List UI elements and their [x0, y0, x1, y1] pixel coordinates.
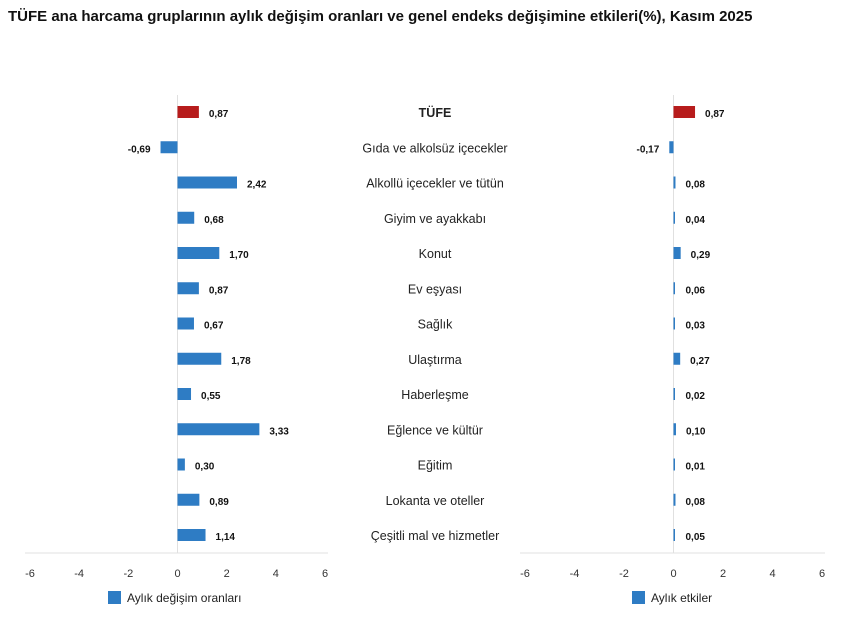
x-tick-label: 4	[273, 568, 279, 580]
data-label: 0,29	[691, 250, 711, 261]
chart-title: TÜFE ana harcama gruplarının aylık değiş…	[8, 8, 753, 25]
data-label: 0,87	[209, 109, 229, 120]
bar	[673, 176, 676, 189]
legend-label: Aylık etkiler	[651, 591, 712, 605]
x-tick-label: -2	[619, 568, 629, 580]
data-label: 0,87	[705, 109, 725, 120]
bar	[673, 317, 675, 330]
x-tick-label: 2	[224, 568, 230, 580]
bar	[177, 317, 194, 330]
bar	[673, 282, 675, 295]
category-label: Eğlence ve kültür	[387, 423, 483, 437]
bar	[177, 352, 222, 365]
category-label: Haberleşme	[401, 388, 468, 402]
data-label: 1,70	[229, 250, 249, 261]
bar	[673, 247, 681, 259]
data-label: 0,55	[201, 391, 221, 402]
data-label: 2,42	[247, 180, 267, 191]
bar	[177, 282, 199, 295]
data-label: 0,06	[686, 285, 706, 296]
data-label: 0,89	[209, 497, 229, 508]
bar	[669, 141, 674, 154]
data-label: 0,10	[686, 426, 706, 437]
data-label: 0,30	[195, 462, 215, 473]
bar	[673, 388, 675, 400]
category-label: Eğitim	[418, 459, 453, 473]
bar	[673, 211, 675, 224]
data-label: 0,04	[686, 215, 706, 226]
x-tick-label: -6	[25, 568, 35, 580]
bar	[177, 176, 237, 189]
data-label: 0,05	[686, 532, 706, 543]
category-label: Konut	[419, 247, 452, 261]
data-label: 1,14	[216, 532, 236, 543]
category-label: Lokanta ve oteller	[386, 494, 485, 508]
legend-swatch	[632, 591, 645, 604]
bar	[673, 458, 675, 471]
category-label: TÜFE	[419, 105, 452, 120]
bar	[673, 529, 675, 541]
data-label: 0,68	[204, 215, 224, 226]
legend-label: Aylık değişim oranları	[127, 591, 242, 605]
category-label: Gıda ve alkolsüz içecekler	[362, 141, 507, 155]
x-tick-label: 4	[769, 568, 775, 580]
legend-swatch	[108, 591, 121, 604]
bar	[673, 106, 696, 118]
bar	[177, 106, 199, 118]
category-label: Ev eşyası	[408, 282, 462, 296]
data-label: 0,02	[686, 391, 706, 402]
data-label: -0,17	[636, 144, 659, 155]
x-tick-label: -4	[570, 568, 580, 580]
data-label: 0,27	[690, 356, 710, 367]
category-label: Çeşitli mal ve hizmetler	[371, 529, 500, 543]
bar	[673, 423, 676, 436]
x-tick-label: 2	[720, 568, 726, 580]
category-label: Ulaştırma	[408, 353, 462, 367]
x-tick-label: 6	[322, 568, 328, 580]
data-label: 0,87	[209, 285, 229, 296]
category-label: Giyim ve ayakkabı	[384, 212, 486, 226]
bar	[177, 423, 260, 436]
x-tick-label: -6	[520, 568, 530, 580]
x-tick-label: -2	[123, 568, 133, 580]
bar	[177, 211, 195, 224]
category-label: Sağlık	[418, 318, 453, 332]
data-label: 3,33	[269, 426, 289, 437]
data-label: 0,03	[686, 321, 706, 332]
x-tick-label: 6	[819, 568, 825, 580]
bar	[160, 141, 178, 154]
data-label: 0,67	[204, 321, 224, 332]
data-label: 0,08	[686, 180, 706, 191]
bar	[177, 493, 200, 506]
bar	[177, 529, 206, 541]
data-label: 0,01	[686, 462, 706, 473]
x-tick-label: 0	[670, 568, 676, 580]
bar	[673, 493, 676, 506]
bar	[177, 458, 185, 471]
x-tick-label: 0	[174, 568, 180, 580]
data-label: 0,08	[686, 497, 706, 508]
x-tick-label: -4	[74, 568, 84, 580]
data-label: -0,69	[128, 144, 151, 155]
bar	[673, 352, 681, 365]
data-label: 1,78	[231, 356, 251, 367]
bar	[177, 247, 220, 259]
category-label: Alkollü içecekler ve tütün	[366, 177, 504, 191]
bar	[177, 388, 192, 400]
